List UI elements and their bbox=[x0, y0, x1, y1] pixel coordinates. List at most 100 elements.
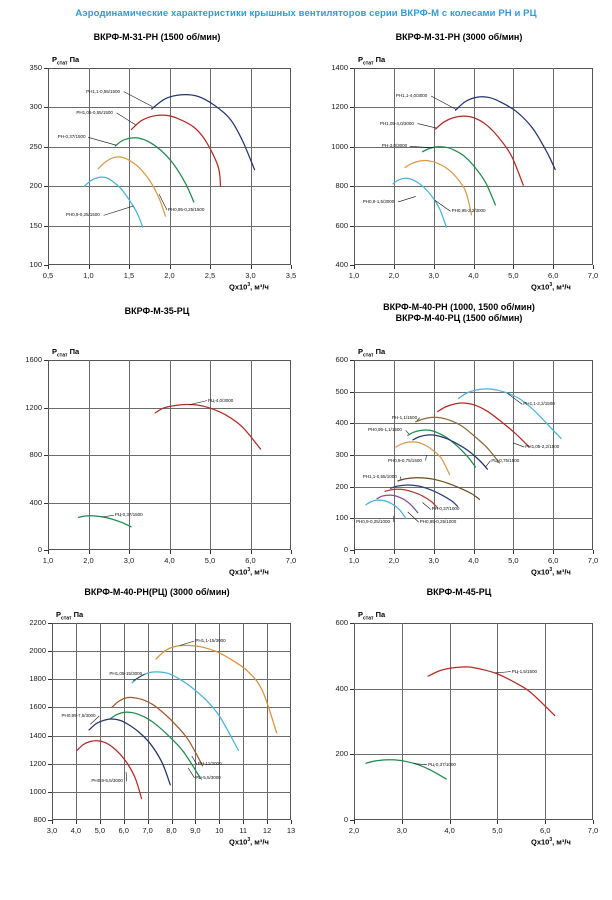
x-tick-label: 2,0 bbox=[164, 271, 175, 280]
annotation-leader bbox=[187, 767, 195, 778]
annotation-leaders bbox=[90, 640, 198, 782]
x-tick bbox=[267, 820, 269, 824]
gridline-vertical bbox=[393, 68, 395, 265]
curves-layer bbox=[77, 403, 262, 528]
chart-title-line2: ВКРФ-М-40-РЦ (1500 об/мин) bbox=[395, 313, 523, 323]
y-tick bbox=[44, 186, 48, 188]
curve-annotation: РН1,05-15/3000 bbox=[109, 670, 143, 676]
x-tick-label: 3,0 bbox=[123, 556, 135, 565]
y-axis-label: Рстат Па bbox=[56, 610, 84, 622]
curve-annotation: РН0,9-0,75/1500 bbox=[387, 457, 422, 463]
x-tick bbox=[553, 265, 555, 269]
x-tick bbox=[354, 550, 355, 554]
y-tick bbox=[44, 407, 48, 409]
x-tick bbox=[401, 820, 403, 824]
y-tick-label: 500 bbox=[335, 386, 348, 396]
y-axis-label: Рстат Па bbox=[358, 55, 386, 67]
y-tick-label: 400 bbox=[29, 497, 42, 507]
x-tick-label: 7,0 bbox=[285, 556, 297, 565]
x-tick-label: 1,0 bbox=[83, 271, 94, 280]
y-tick-label: 250 bbox=[29, 141, 42, 151]
x-tick-label: 7,0 bbox=[587, 271, 599, 280]
x-tick-label: 9,0 bbox=[190, 826, 201, 835]
curve-РЦ-5,5/3000 bbox=[109, 711, 201, 779]
annotation-leader bbox=[485, 460, 491, 468]
y-tick-label: 800 bbox=[29, 450, 42, 459]
x-tick-label: 6,0 bbox=[547, 271, 559, 280]
x-tick bbox=[354, 265, 355, 269]
chart-title: ВКРФ-М-40-РН(РЦ) (3000 об/мин) bbox=[84, 587, 230, 597]
y-axis-label: Рстат Па bbox=[358, 610, 386, 622]
gridline-horizontal bbox=[354, 688, 593, 690]
y-tick-label: 200 bbox=[335, 481, 348, 491]
curve-annotation: РН0,9-1,5/3000 bbox=[362, 198, 395, 204]
curve-РН-0,37/1500 bbox=[114, 137, 195, 203]
curve-annotation: РН1,05-2,2/1500 bbox=[525, 444, 560, 450]
x-tick-label: 6,0 bbox=[539, 826, 551, 835]
y-tick bbox=[350, 423, 354, 425]
curve-РН0,95-0,25/1500 bbox=[97, 156, 167, 217]
curve-annotation: РЦ-0,37/1500 bbox=[114, 512, 143, 518]
x-tick bbox=[449, 820, 451, 824]
annotation-leader bbox=[191, 755, 198, 765]
annotation-leader bbox=[405, 430, 410, 435]
gridline-vertical bbox=[195, 623, 197, 820]
y-axis-label: Рстат Па bbox=[52, 55, 80, 67]
x-tick bbox=[52, 820, 53, 824]
chart-panel-vkrf-m-35-rc: ВКРФ-М-35-РЦ Рстат Па 0 400 800 1200 1600 1,0 2,… bbox=[8, 300, 306, 585]
gridline-vertical bbox=[513, 360, 515, 550]
chart-title: ВКРФ-М-40-РН (1000, 1500 об/мин) ВКРФ-М-4… bbox=[310, 302, 608, 324]
curve-annotation: РЦ-4,0/3000 bbox=[207, 397, 234, 403]
y-tick-label: 1400 bbox=[331, 63, 348, 72]
gridline-vertical bbox=[147, 623, 149, 820]
x-tick bbox=[210, 265, 211, 269]
annotation-leader bbox=[407, 511, 419, 523]
curve-РН0,95-0,25/1000 bbox=[384, 488, 439, 509]
curve-annotation: РН0,9-0,25/1000 bbox=[355, 519, 390, 525]
y-tick bbox=[44, 455, 48, 456]
y-tick-label: 1000 bbox=[29, 786, 46, 796]
curve-annotation: РН-3,0/3000 bbox=[381, 143, 408, 149]
y-tick bbox=[44, 225, 48, 227]
annotation-leader bbox=[188, 400, 208, 406]
x-axis-label: Qx103, м³/ч bbox=[531, 282, 571, 292]
y-tick-label: 2200 bbox=[29, 618, 46, 627]
x-axis-label: Qx103, м³/ч bbox=[229, 837, 269, 847]
y-tick-label: 600 bbox=[335, 220, 348, 230]
gridline-vertical bbox=[267, 623, 269, 820]
x-tick bbox=[433, 265, 435, 269]
curve-РЦ-4,0/3000 bbox=[154, 403, 262, 450]
y-tick bbox=[44, 68, 48, 69]
curve-annotation: РН-11/3000 bbox=[197, 761, 222, 767]
annotation-leader bbox=[409, 146, 435, 149]
x-tick-label: 4,0 bbox=[468, 556, 479, 565]
x-tick bbox=[497, 820, 499, 824]
gridline-vertical bbox=[129, 360, 130, 550]
gridline-vertical bbox=[433, 68, 435, 265]
y-tick bbox=[350, 107, 354, 109]
annotation-leader bbox=[434, 199, 451, 212]
curve-annotation: РЦ-1,5/1500 bbox=[511, 668, 538, 674]
gridline-vertical bbox=[88, 360, 90, 550]
gridline-vertical bbox=[169, 360, 171, 550]
x-tick-label: 4,0 bbox=[444, 826, 455, 835]
x-tick bbox=[593, 820, 594, 824]
x-tick-label: 5,0 bbox=[508, 271, 519, 280]
gridline-vertical bbox=[210, 360, 211, 550]
x-tick bbox=[75, 820, 77, 824]
curve-РН0,9-0,75/1500 bbox=[395, 441, 451, 476]
annotation-leaders bbox=[397, 95, 457, 212]
x-tick bbox=[545, 820, 547, 824]
y-tick-label: 2000 bbox=[29, 646, 46, 656]
annotation-leaders bbox=[88, 91, 168, 216]
y-tick bbox=[44, 107, 48, 109]
curve-annotation: РЦ-0,75/1500 bbox=[491, 457, 520, 463]
gridline-vertical bbox=[401, 623, 403, 820]
curves-layer bbox=[83, 94, 256, 228]
x-tick-label: 1,0 bbox=[42, 556, 54, 565]
curve-РН0,9-0,25/1000 bbox=[376, 494, 419, 514]
x-tick bbox=[513, 550, 515, 554]
y-tick bbox=[48, 623, 52, 624]
annotation-leader bbox=[422, 502, 431, 510]
x-tick bbox=[393, 550, 395, 554]
